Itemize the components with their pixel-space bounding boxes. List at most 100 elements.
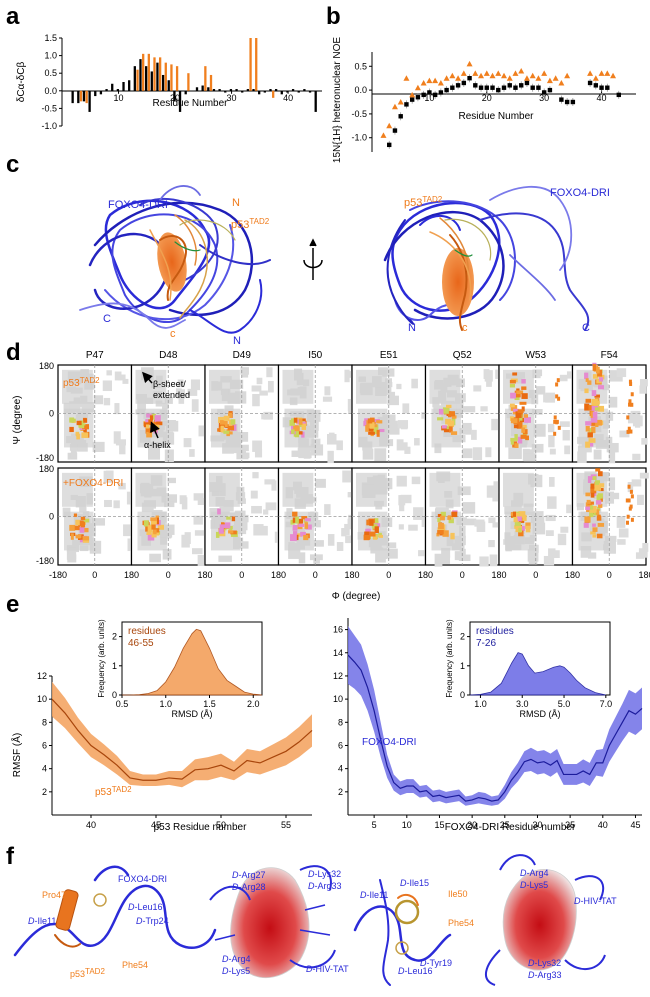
d-density-pixel (376, 429, 380, 437)
d-allowed-region (259, 390, 268, 396)
d-allowed-region (177, 389, 186, 399)
panel-b-triangle-point (489, 72, 496, 79)
d-density-pixel (584, 516, 591, 523)
panel-a-bar (291, 89, 295, 91)
d-density-pixel (589, 509, 595, 513)
d-density-pixel (292, 517, 297, 523)
d-allowed-region (486, 376, 492, 387)
panel-b-square-point (496, 87, 501, 93)
d-beta-region (356, 369, 387, 404)
e-inset-xtick-label: 1.0 (474, 699, 487, 709)
d-density-pixel (516, 390, 524, 395)
d-ytick-label: 180 (39, 361, 54, 371)
panel-b-triangle-point (420, 79, 427, 86)
d-density-pixel (585, 441, 590, 448)
panel-a-bar (144, 66, 148, 91)
d-allowed-region (106, 370, 112, 376)
d-beta-label-2: extended (153, 390, 190, 400)
d-beta-region (62, 369, 93, 404)
d-density-pixel (301, 431, 305, 438)
d-density-pixel (81, 432, 89, 438)
f-residue-label: Phe54 (122, 960, 148, 970)
d-allowed-region (236, 486, 245, 497)
d-allowed-region (105, 470, 114, 481)
d-allowed-region (222, 443, 234, 454)
e-inset-xtick-label: 5.0 (558, 699, 571, 709)
d-density-pixel (367, 424, 371, 431)
d-allowed-region (564, 445, 571, 455)
d-density-pixel (376, 420, 383, 424)
d-density-pixel (220, 425, 224, 432)
d-allowed-region (486, 485, 495, 498)
d-density-pixel (448, 411, 455, 417)
panel-a-xtick-label: 30 (227, 93, 237, 103)
panel-b-triangle-point (478, 72, 485, 79)
d-allowed-region (397, 420, 409, 429)
e-ytick-label: 8 (42, 717, 47, 727)
d-density-pixel (523, 429, 528, 435)
panel-b-square-point (432, 92, 438, 98)
d-density-pixel (626, 514, 630, 519)
d-allowed-region (414, 438, 420, 446)
d-density-pixel (522, 514, 527, 521)
d-allowed-region (586, 401, 594, 407)
panel-b-triangle-point (495, 70, 502, 76)
f-residue-label: Ile50 (448, 889, 468, 899)
d-allowed-region (386, 542, 397, 549)
d-allowed-region (459, 525, 466, 538)
e-inset-xlabel: RMSD (Å) (172, 709, 213, 719)
d-density-pixel (223, 415, 230, 421)
d-allowed-region (267, 380, 274, 393)
panel-a-bar (175, 66, 179, 91)
d-allowed-region (362, 448, 374, 460)
e-confidence-band (52, 681, 312, 788)
panel-b-triangle-point (409, 91, 416, 98)
d-xtick-label: 180 (638, 570, 650, 580)
d-allowed-region (341, 528, 347, 537)
d-allowed-region (115, 439, 126, 446)
d-top-row-label: p53TAD2 (63, 376, 100, 389)
panel-b-square-point (409, 97, 415, 102)
f-residue-label: D-HIV-TAT (574, 896, 617, 906)
d-density-pixel (231, 516, 236, 522)
panel-a-bar (229, 89, 233, 91)
d-density-pixel (583, 522, 589, 528)
d-density-pixel (595, 500, 602, 505)
panel-a-bar (280, 90, 283, 95)
d-xtick-label: 180 (491, 570, 506, 580)
panel-b-triangle-point (455, 75, 462, 81)
d-density-pixel (587, 432, 593, 438)
e-right-xlabel: FOXO4-DRI Residue number (445, 822, 576, 833)
d-allowed-region (67, 554, 77, 563)
d-density-pixel (364, 531, 370, 536)
d-density-pixel (510, 437, 515, 442)
d-allowed-region (547, 423, 555, 433)
e-ytick-label: 6 (338, 740, 343, 750)
d-allowed-region (400, 442, 408, 451)
d-allowed-region (241, 367, 249, 378)
d-density-pixel (69, 426, 74, 433)
d-allowed-region (164, 524, 175, 535)
d-allowed-region (194, 530, 206, 536)
d-allowed-region (388, 423, 400, 435)
d-density-pixel (151, 531, 157, 538)
c-left-n-blue: N (233, 335, 241, 347)
panel-a-bar (286, 90, 289, 93)
d-density-pixel (598, 503, 603, 508)
d-density-pixel (592, 364, 596, 371)
d-allowed-region (252, 394, 260, 407)
d-density-pixel (157, 524, 165, 530)
d-density-pixel (518, 530, 524, 537)
d-allowed-region (504, 506, 514, 515)
d-allowed-region (493, 481, 501, 494)
panel-a-bar (161, 74, 165, 91)
panel-a-bar (263, 90, 266, 93)
d-allowed-region (533, 423, 546, 437)
ensemble-right (383, 185, 590, 331)
panel-a-ytick-label: 0.0 (44, 86, 57, 96)
f-residue-label: D-HIV-TAT (306, 964, 349, 974)
d-alpha-region (358, 511, 388, 551)
panel-b-triangle-point (432, 77, 439, 84)
d-allowed-region (396, 383, 402, 390)
panel-a-bar (150, 71, 153, 91)
